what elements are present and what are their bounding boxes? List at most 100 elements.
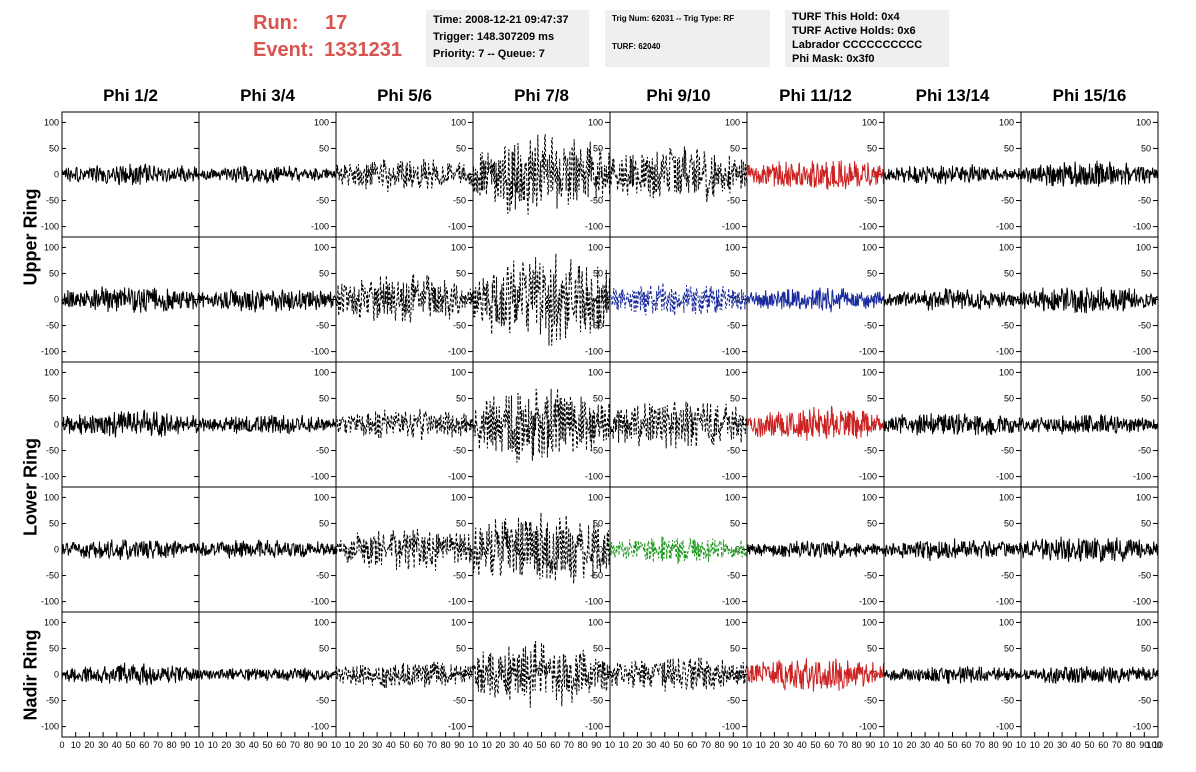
y-tick-label: -50 — [453, 571, 466, 581]
y-tick-label: -50 — [316, 321, 329, 331]
y-tick-label: 100 — [44, 117, 59, 127]
y-tick-label: 100 — [862, 617, 877, 627]
y-tick-label: -50 — [1138, 446, 1151, 456]
y-tick-label: 50 — [319, 268, 329, 278]
x-tick-label: 20 — [358, 740, 368, 750]
y-tick-label: 50 — [456, 268, 466, 278]
y-tick-label: -100 — [1133, 222, 1151, 232]
x-tick-label: 70 — [701, 740, 711, 750]
waveform-trace — [1020, 160, 1159, 187]
y-tick-label: -100 — [41, 597, 59, 607]
y-tick-label: -100 — [859, 722, 877, 732]
x-tick-label: 50 — [125, 740, 135, 750]
run-event-block: Run: 17 Event: 1331231 — [253, 10, 402, 64]
y-tick-label: -100 — [41, 347, 59, 357]
y-tick-label: 100 — [451, 117, 466, 127]
y-tick-label: 50 — [867, 518, 877, 528]
y-tick-label: -50 — [46, 446, 59, 456]
trig-num-text: Trig Num: 62031 -- Trig Type: RF — [612, 14, 735, 23]
x-tick-label: 80 — [578, 740, 588, 750]
waveform-trace — [609, 146, 748, 203]
y-tick-label: 0 — [735, 170, 740, 180]
y-tick-label: 50 — [49, 518, 59, 528]
y-tick-label: 100 — [999, 242, 1014, 252]
y-tick-label: 100 — [862, 117, 877, 127]
x-tick-label: 10 — [71, 740, 81, 750]
waveform-trace — [746, 405, 885, 441]
y-tick-label: -50 — [316, 446, 329, 456]
y-tick-label: -100 — [311, 222, 329, 232]
waveform-trace — [61, 662, 200, 686]
y-tick-label: 0 — [54, 295, 59, 305]
waveform-trace — [746, 287, 885, 313]
y-tick-label: -50 — [590, 196, 603, 206]
y-tick-label: -100 — [585, 472, 603, 482]
y-tick-label: -100 — [859, 222, 877, 232]
y-tick-label: -100 — [585, 347, 603, 357]
x-tick-label: 10 — [619, 740, 629, 750]
x-tick-label: 80 — [1126, 740, 1136, 750]
y-tick-label: -50 — [864, 696, 877, 706]
y-tick-label: 50 — [1141, 268, 1151, 278]
x-tick-label: 90 — [317, 740, 327, 750]
x-tick-label: 80 — [989, 740, 999, 750]
y-tick-label: 0 — [1009, 170, 1014, 180]
turf-text: TURF: 62040 — [612, 42, 661, 51]
x-tick-label: 90 — [180, 740, 190, 750]
y-tick-label: 50 — [593, 143, 603, 153]
y-tick-label: -50 — [864, 571, 877, 581]
column-header: Phi 1/2 — [103, 86, 158, 105]
y-tick-label: -50 — [1138, 321, 1151, 331]
waveform-trace — [1020, 536, 1159, 563]
run-label: Run: — [253, 12, 299, 34]
panel-frame — [198, 611, 337, 738]
y-tick-label: -100 — [859, 597, 877, 607]
y-tick-label: 50 — [456, 393, 466, 403]
y-tick-label: -50 — [1001, 571, 1014, 581]
x-tick-label: 40 — [249, 740, 259, 750]
y-tick-label: 100 — [314, 367, 329, 377]
y-tick-label: -100 — [448, 722, 466, 732]
waveform-trace — [198, 288, 337, 313]
x-tick-label: 90 — [454, 740, 464, 750]
x-tick-label: 70 — [153, 740, 163, 750]
y-tick-label: -50 — [864, 196, 877, 206]
waveform-trace — [746, 160, 885, 190]
y-tick-label: 50 — [867, 268, 877, 278]
waveform-trace — [609, 401, 748, 449]
y-tick-label: -100 — [1133, 722, 1151, 732]
x-tick-label: 30 — [1057, 740, 1067, 750]
x-tick-label: 10 — [605, 740, 615, 750]
waveform-trace — [335, 408, 474, 441]
y-tick-label: 100 — [725, 492, 740, 502]
y-tick-label: 50 — [456, 143, 466, 153]
y-tick-label: -100 — [859, 472, 877, 482]
y-tick-label: -100 — [1133, 347, 1151, 357]
y-tick-label: -100 — [41, 222, 59, 232]
waveform-trace — [61, 163, 200, 186]
waveform-trace — [61, 286, 200, 313]
y-tick-label: 50 — [1141, 643, 1151, 653]
trig-info-box: Trig Num: 62031 -- Trig Type: RF TURF: 6… — [605, 10, 770, 67]
time-text: Time: 2008-12-21 09:47:37 — [433, 14, 569, 26]
y-tick-label: -50 — [1138, 571, 1151, 581]
x-tick-label: 50 — [262, 740, 272, 750]
waveform-trace — [1020, 286, 1159, 314]
x-tick-label: 40 — [112, 740, 122, 750]
waveform-trace — [472, 253, 611, 346]
y-tick-label: -50 — [46, 196, 59, 206]
y-tick-label: -100 — [311, 472, 329, 482]
waveform-trace — [883, 666, 1022, 684]
y-tick-label: 0 — [54, 170, 59, 180]
y-tick-label: 50 — [1004, 268, 1014, 278]
y-tick-label: 0 — [54, 545, 59, 555]
y-tick-label: 100 — [44, 492, 59, 502]
y-tick-label: 100 — [451, 367, 466, 377]
y-tick-label: 0 — [1146, 295, 1151, 305]
x-tick-label: 60 — [824, 740, 834, 750]
column-header: Phi 11/12 — [779, 86, 852, 105]
y-tick-label: -100 — [1133, 597, 1151, 607]
y-tick-label: 100 — [44, 242, 59, 252]
y-tick-label: 50 — [593, 518, 603, 528]
y-tick-label: -100 — [722, 222, 740, 232]
